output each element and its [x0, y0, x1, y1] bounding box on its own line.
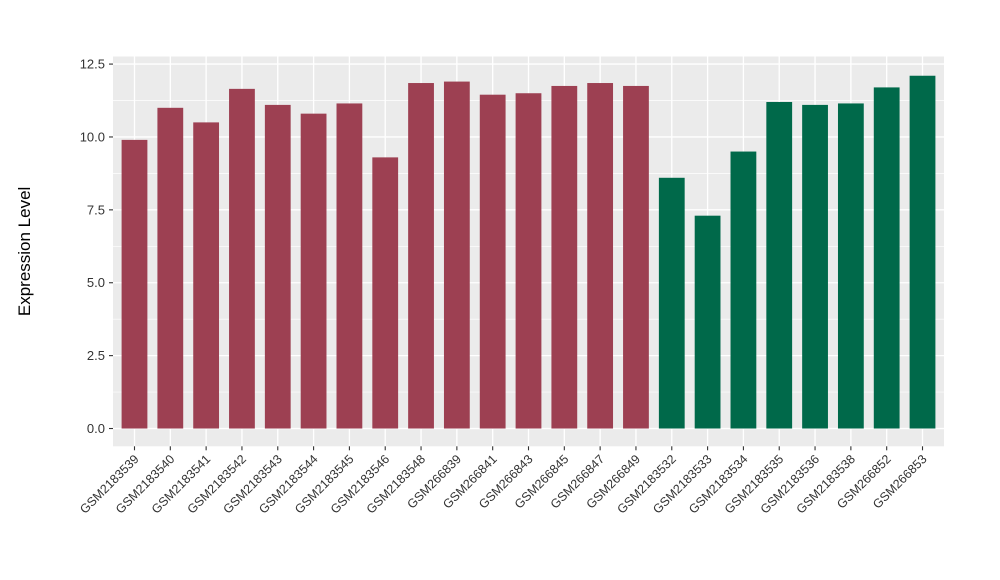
bar-GSM266847 [587, 83, 614, 429]
y-tick-label: 7.5 [87, 202, 105, 217]
bar-GSM2183548 [408, 83, 434, 429]
y-tick-label: 2.5 [87, 348, 105, 363]
bar-GSM266852 [873, 87, 900, 429]
bar-GSM2183534 [730, 151, 757, 429]
y-tick-label: 5.0 [87, 275, 105, 290]
bar-GSM266841 [479, 94, 506, 429]
bar-GSM266843 [515, 93, 542, 429]
bar-GSM266839 [443, 81, 470, 429]
bar-GSM2183543 [264, 104, 291, 429]
bar-GSM2183545 [336, 103, 363, 429]
bar-GSM2183538 [837, 103, 864, 429]
bar-GSM266845 [551, 85, 578, 429]
y-tick-label: 10.0 [80, 129, 105, 144]
bar-GSM2183541 [193, 122, 220, 429]
bar-GSM2183544 [300, 113, 327, 429]
bar-GSM2183532 [658, 177, 685, 429]
bar-GSM2183546 [372, 157, 399, 429]
bar-GSM2183535 [766, 101, 793, 429]
bar-GSM2183536 [802, 104, 828, 429]
bar-GSM266853 [909, 75, 936, 429]
y-axis-title: Expression Level [15, 187, 34, 316]
bar-GSM2183540 [157, 107, 184, 429]
y-tick-label: 0.0 [87, 421, 105, 436]
bar-GSM2183542 [229, 88, 255, 429]
bar-GSM2183539 [121, 139, 148, 429]
y-tick-label: 12.5 [80, 57, 105, 72]
bar-GSM2183533 [694, 215, 721, 429]
bar-GSM266849 [623, 85, 649, 429]
